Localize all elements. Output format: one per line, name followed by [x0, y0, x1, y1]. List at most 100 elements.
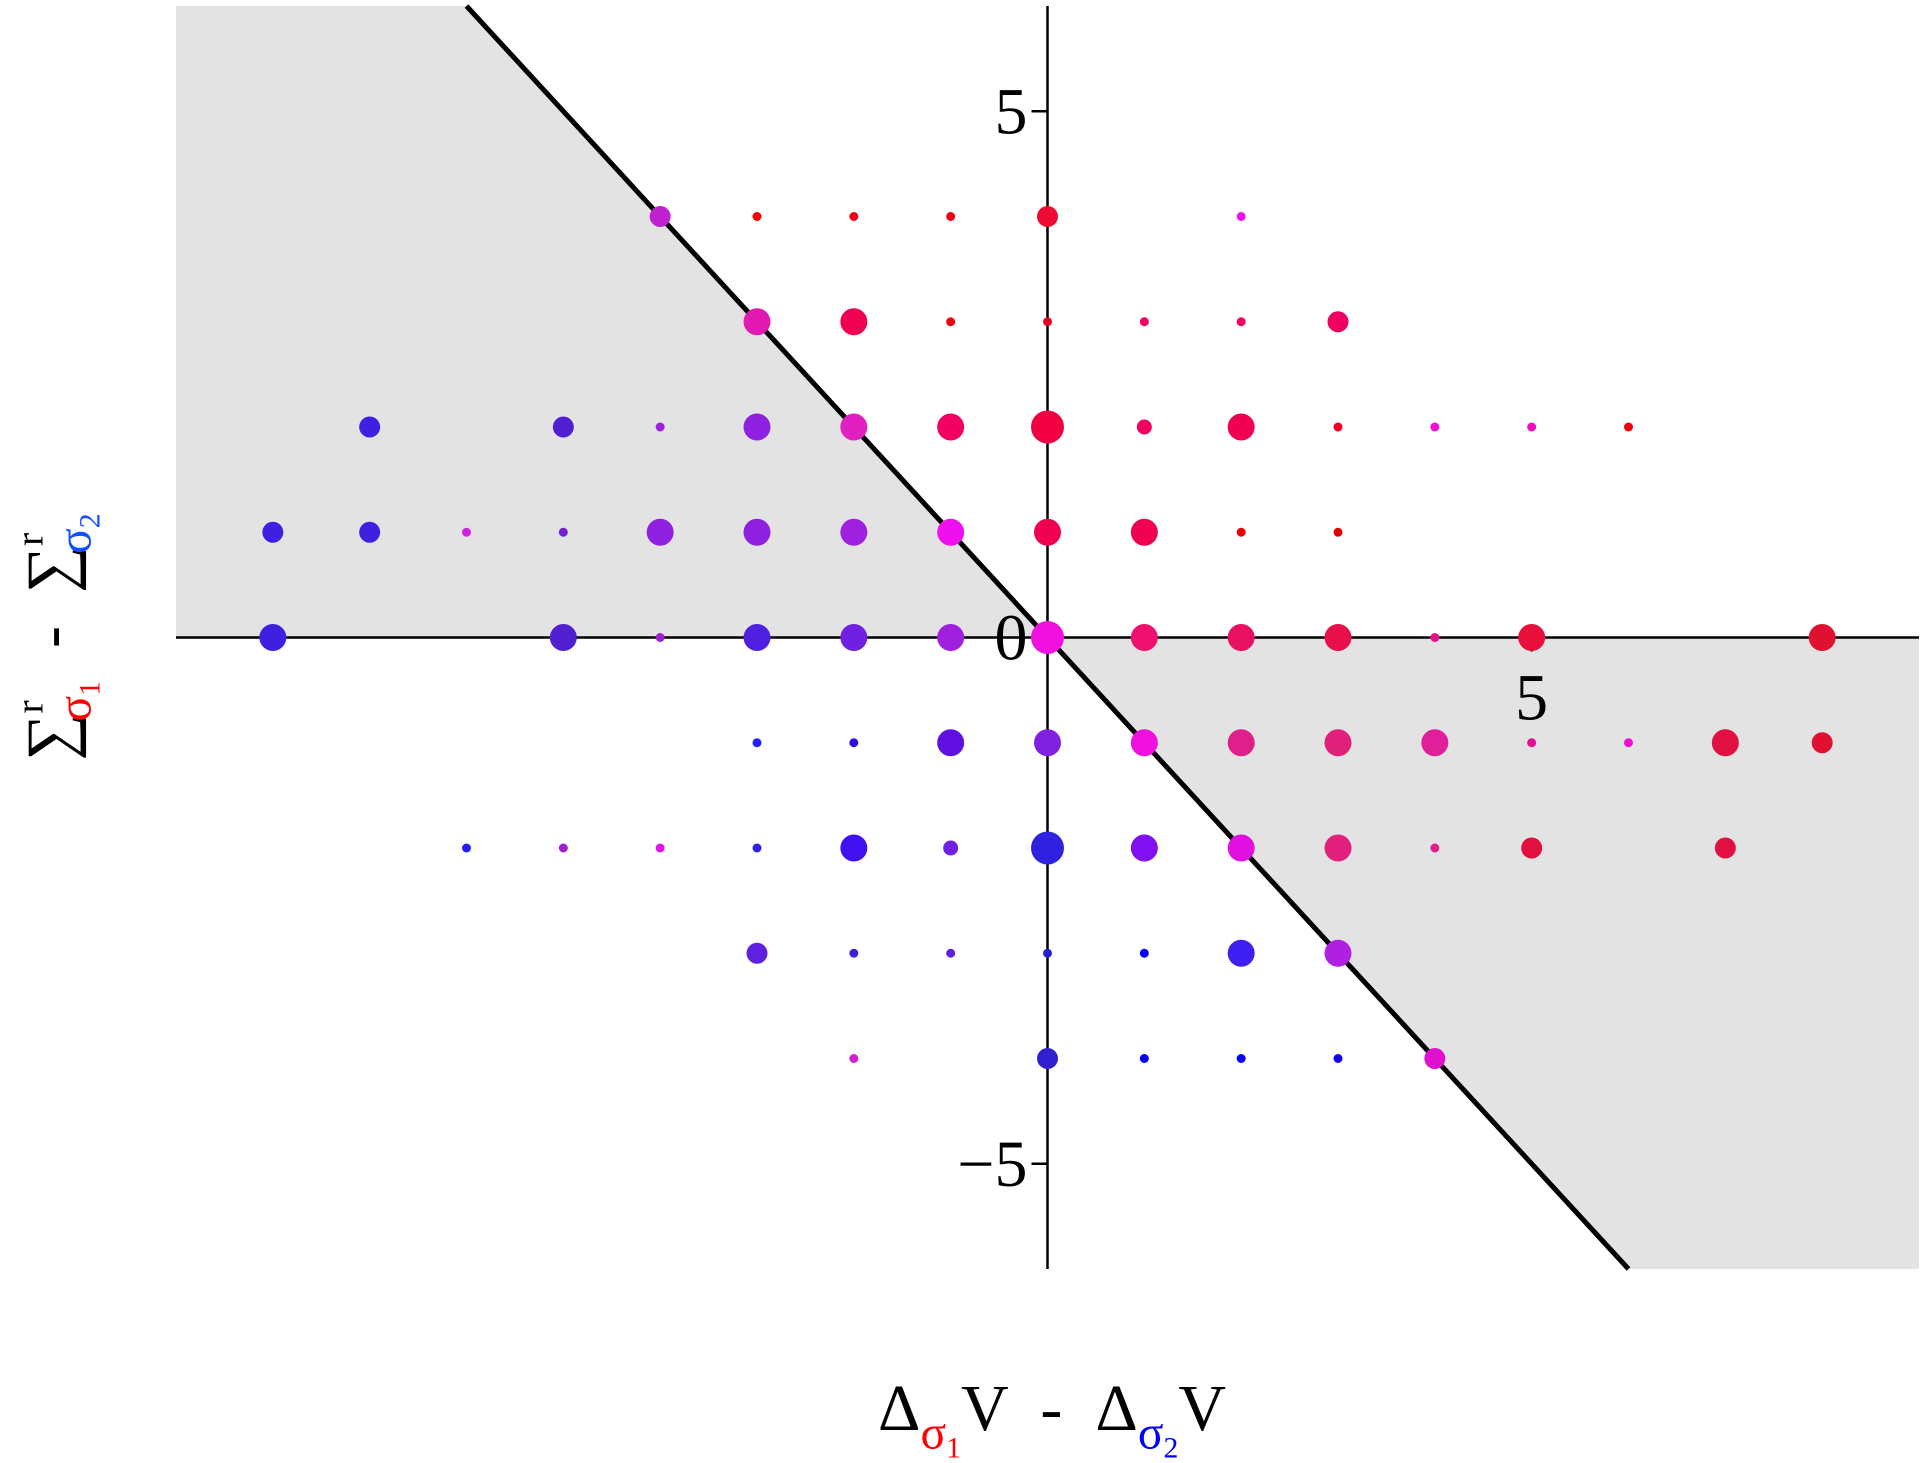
- point: [1139, 948, 1149, 958]
- point: [946, 948, 956, 958]
- shading: [176, 6, 1919, 1269]
- point: [1031, 831, 1064, 865]
- point: [1031, 621, 1064, 654]
- point: [1227, 729, 1255, 757]
- point: [1037, 1048, 1058, 1069]
- point: [937, 413, 965, 441]
- point: [1130, 834, 1158, 862]
- point: [646, 518, 674, 546]
- label-part: r: [7, 700, 51, 713]
- point: [1139, 317, 1149, 327]
- point: [1624, 738, 1633, 748]
- label-part: ∑: [14, 714, 87, 761]
- point: [1324, 834, 1352, 862]
- label-part: 1: [946, 1433, 961, 1463]
- point: [1130, 518, 1158, 546]
- point: [1236, 317, 1246, 327]
- y-tick-label: −5: [957, 1128, 1027, 1201]
- y-tick-label: 5: [995, 75, 1028, 148]
- point: [752, 843, 762, 853]
- point: [1424, 1048, 1446, 1069]
- point: [1324, 729, 1352, 757]
- point: [1139, 1054, 1149, 1063]
- label-part: σ: [920, 1407, 946, 1459]
- point: [359, 521, 381, 543]
- points: [259, 206, 1836, 1069]
- point: [1130, 729, 1158, 757]
- point: [655, 422, 665, 432]
- point: [462, 527, 471, 537]
- point: [1227, 413, 1255, 441]
- point: [1430, 843, 1440, 853]
- point: [849, 1054, 859, 1063]
- shaded-region: [1047, 637, 1919, 1269]
- point: [946, 212, 956, 221]
- point: [840, 834, 868, 862]
- point: [1624, 422, 1633, 432]
- point: [849, 212, 859, 221]
- point: [462, 843, 471, 853]
- point: [743, 518, 771, 546]
- point: [1130, 624, 1158, 651]
- point: [259, 624, 287, 651]
- point: [649, 206, 671, 227]
- point: [1324, 939, 1352, 967]
- point: [943, 840, 959, 856]
- point: [655, 633, 665, 642]
- point: [1136, 419, 1152, 435]
- point: [558, 843, 568, 853]
- point: [1227, 834, 1255, 862]
- point: [1711, 729, 1739, 757]
- point: [840, 308, 868, 336]
- point: [752, 738, 762, 748]
- point: [743, 413, 771, 441]
- label-part: -: [14, 593, 87, 681]
- point: [558, 527, 568, 537]
- point: [1811, 732, 1833, 754]
- point: [937, 518, 965, 546]
- point: [1034, 518, 1061, 546]
- point: [1527, 422, 1537, 432]
- point: [1421, 729, 1449, 757]
- point: [262, 521, 284, 543]
- point: [849, 948, 859, 958]
- x-axis-label: Δσ1V - Δσ2V: [878, 1372, 1226, 1463]
- point: [1714, 837, 1736, 859]
- point: [1333, 1054, 1343, 1063]
- point: [1236, 1054, 1246, 1063]
- point: [1043, 948, 1052, 958]
- point: [1518, 624, 1546, 651]
- point: [937, 624, 965, 651]
- label-part: V - Δ: [961, 1372, 1138, 1445]
- x-tick-label: 5: [1515, 662, 1548, 735]
- point: [1333, 527, 1343, 537]
- point: [752, 212, 762, 221]
- y-axis-label: ∑rσ1 - ∑rσ2: [7, 513, 106, 760]
- point: [1043, 317, 1052, 327]
- point: [1324, 624, 1352, 651]
- point: [1327, 311, 1349, 333]
- point: [1227, 624, 1255, 651]
- point: [1031, 410, 1064, 444]
- label-part: r: [7, 533, 51, 546]
- shaded-region: [176, 6, 1048, 638]
- point: [1333, 422, 1343, 432]
- point: [1430, 422, 1440, 432]
- label-part: ∑: [14, 546, 87, 593]
- y-tick-label: 0: [995, 602, 1028, 675]
- point: [840, 413, 868, 441]
- point: [1430, 633, 1440, 642]
- point: [549, 624, 577, 651]
- point: [655, 843, 665, 853]
- label-part: σ: [49, 528, 101, 554]
- point: [1227, 939, 1255, 967]
- label-part: σ: [49, 696, 101, 722]
- label-part: Δ: [878, 1372, 920, 1445]
- point: [743, 308, 771, 336]
- label-part: 2: [75, 513, 107, 528]
- point: [840, 624, 868, 651]
- point: [849, 738, 859, 748]
- label-part: 1: [75, 681, 107, 696]
- label-part: σ: [1138, 1407, 1164, 1459]
